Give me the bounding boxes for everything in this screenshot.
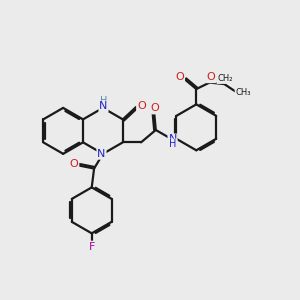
Text: F: F [88,242,95,252]
Text: H: H [169,140,176,149]
Text: O: O [207,72,215,82]
Text: O: O [137,100,146,110]
Text: CH₃: CH₃ [236,88,251,97]
Text: N: N [97,149,106,159]
Text: H: H [100,96,107,106]
Text: N: N [99,101,108,111]
Text: N: N [168,134,177,144]
Text: O: O [70,159,78,169]
Text: CH₂: CH₂ [217,74,232,83]
Text: O: O [176,72,184,82]
Text: O: O [151,103,159,113]
